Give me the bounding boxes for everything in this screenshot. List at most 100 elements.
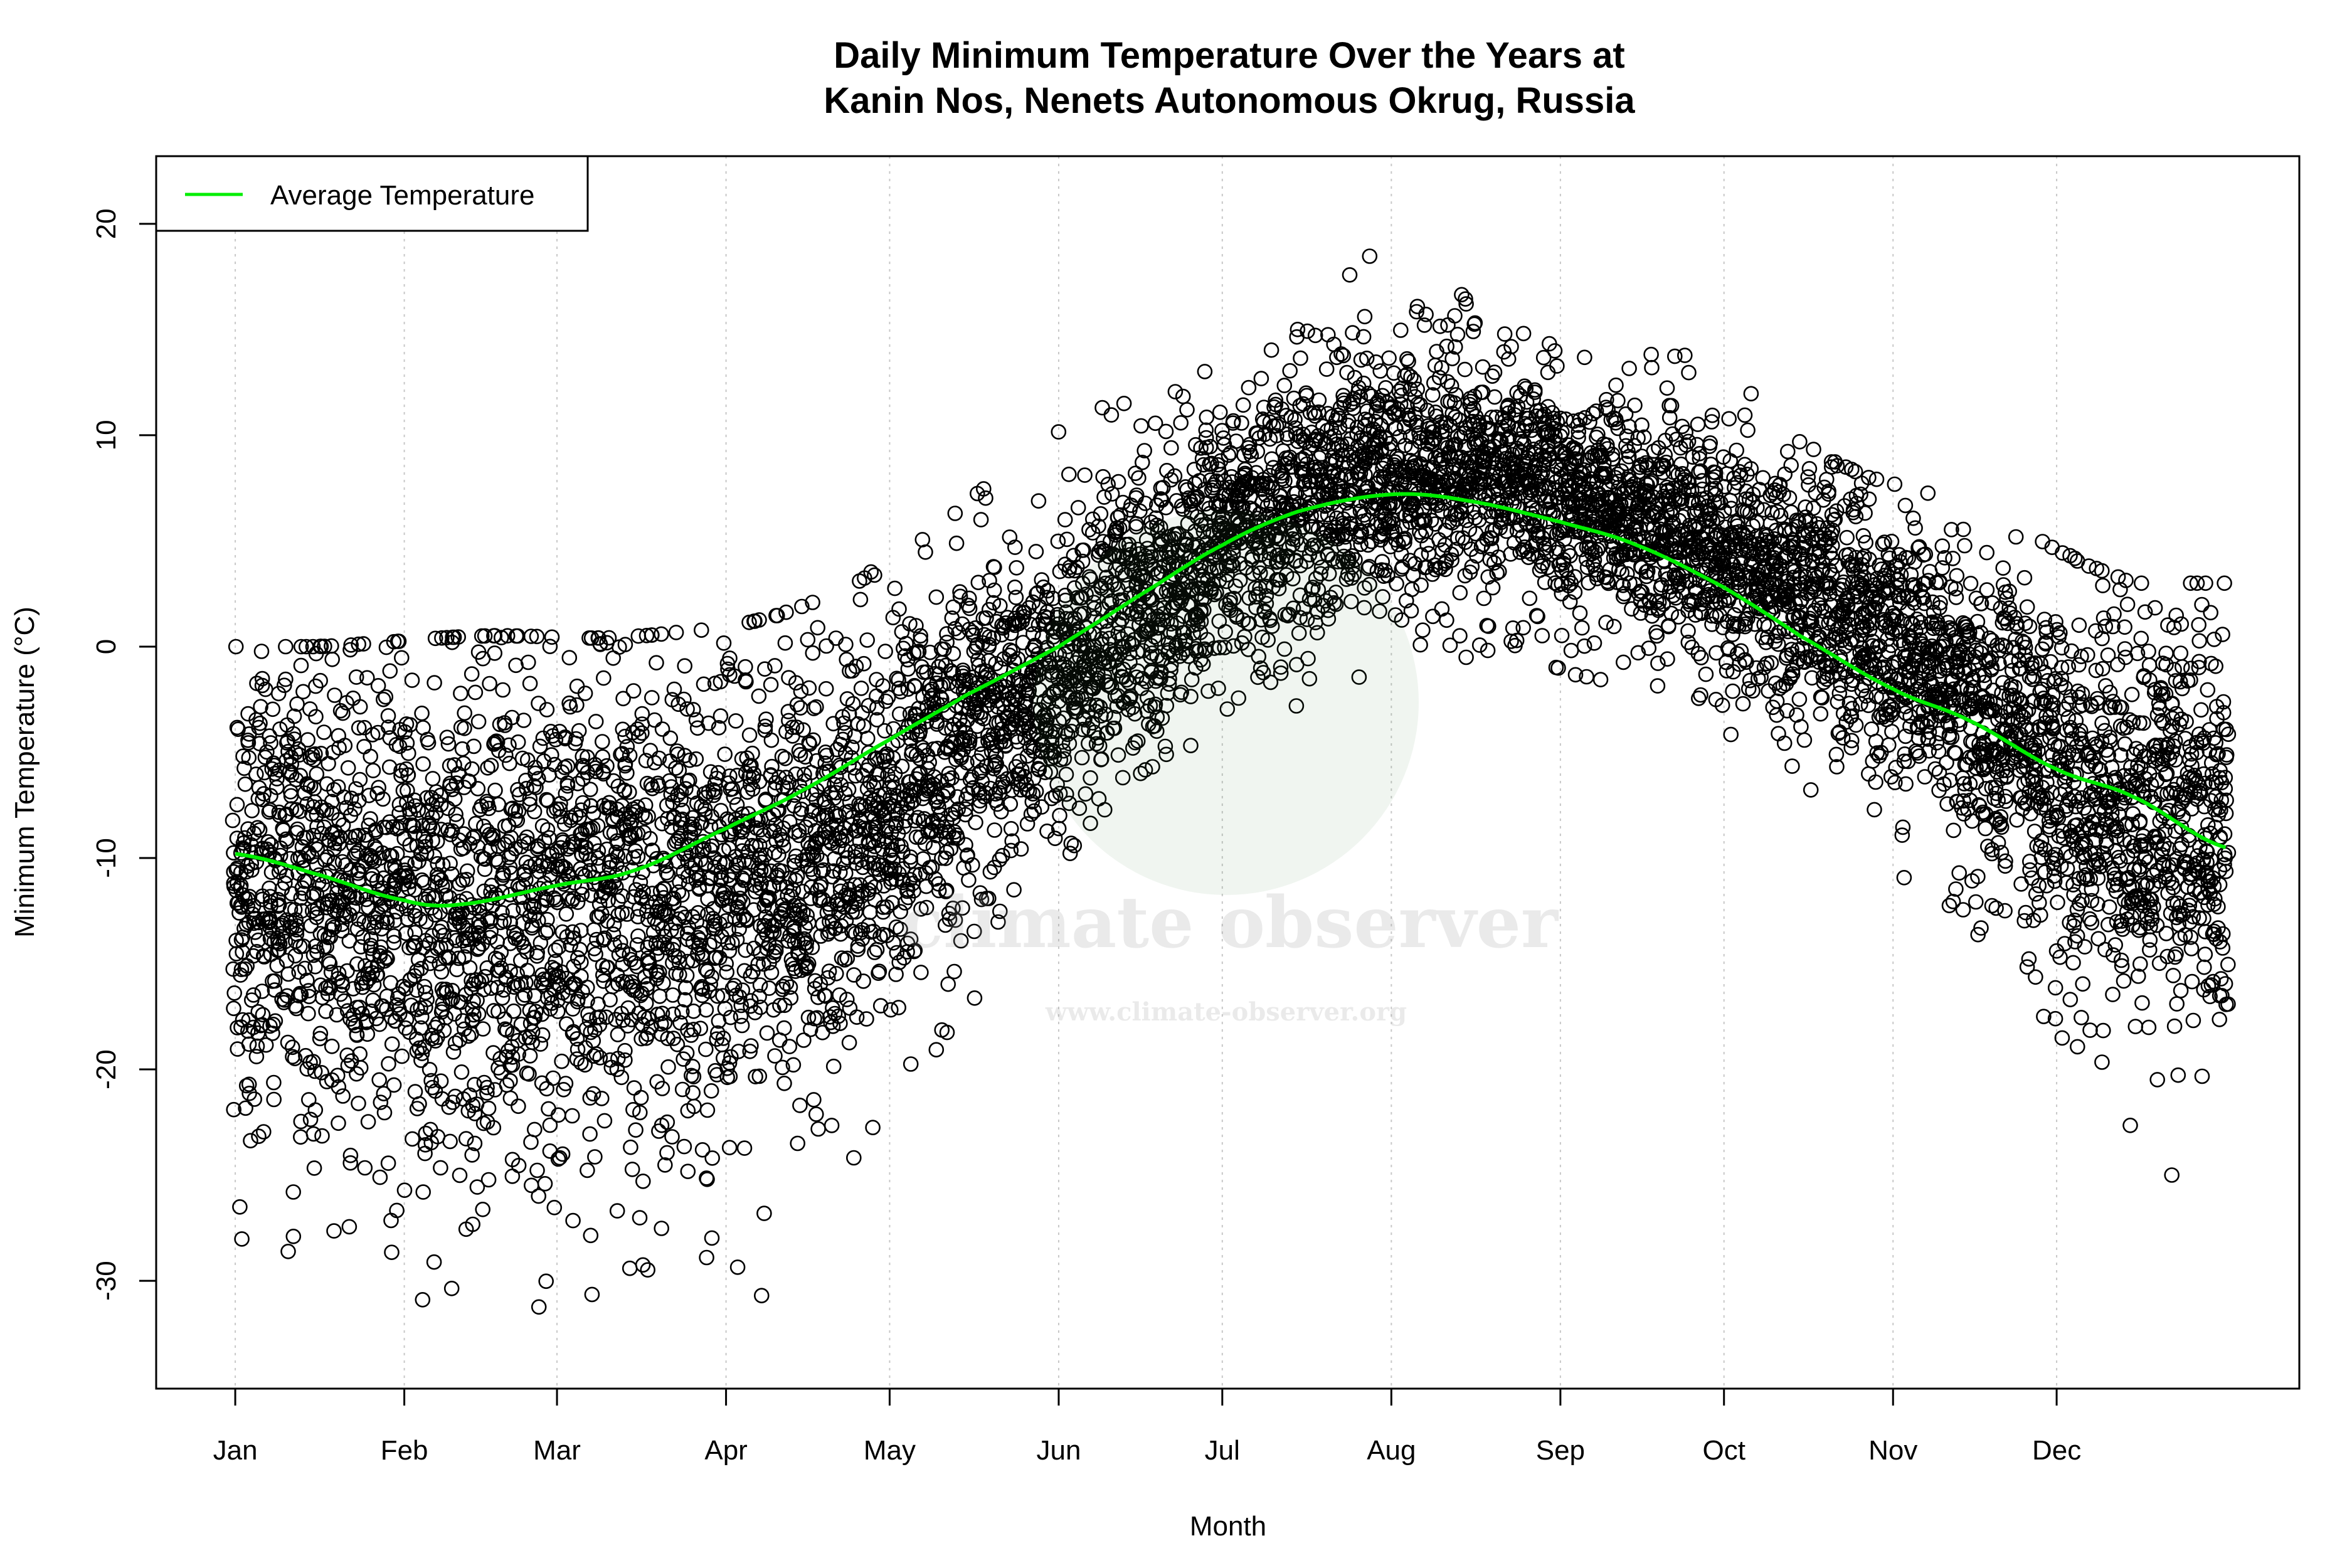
data-point	[1403, 603, 1419, 619]
data-point	[818, 638, 834, 654]
data-point	[829, 966, 844, 982]
data-point	[568, 807, 584, 823]
data-point	[1915, 590, 1931, 606]
data-point	[401, 940, 417, 956]
data-point	[1002, 796, 1019, 812]
data-point	[2124, 687, 2140, 702]
data-point	[343, 790, 359, 807]
data-point	[2016, 776, 2032, 792]
data-point	[1077, 712, 1093, 728]
data-point	[1282, 363, 1298, 379]
data-point	[1542, 336, 1557, 352]
data-point	[928, 1042, 945, 1057]
data-point	[1948, 881, 1964, 897]
data-point	[2009, 812, 2025, 828]
data-point	[1034, 799, 1050, 815]
data-point	[1863, 721, 1880, 737]
data-point	[2100, 647, 2116, 663]
data-point	[415, 1292, 431, 1308]
data-point	[335, 705, 351, 721]
data-point	[635, 864, 650, 881]
data-point	[1295, 432, 1311, 448]
data-point	[1271, 547, 1287, 563]
data-point	[961, 872, 977, 888]
data-point	[1057, 646, 1073, 662]
data-point	[2173, 616, 2190, 632]
data-point	[236, 760, 252, 776]
data-point	[1266, 460, 1281, 475]
data-point	[1618, 406, 1634, 422]
data-point	[877, 723, 893, 739]
data-point	[839, 950, 856, 967]
data-point	[514, 935, 530, 950]
data-point	[263, 735, 278, 751]
data-point	[1219, 701, 1236, 717]
data-point	[300, 1092, 317, 1108]
data-point	[723, 1049, 739, 1065]
data-point	[1277, 473, 1293, 489]
data-point	[727, 910, 743, 926]
data-point	[1997, 903, 2013, 919]
data-point	[995, 847, 1010, 864]
data-point	[440, 736, 457, 752]
data-point	[569, 678, 585, 694]
data-point	[948, 751, 964, 768]
data-point	[619, 765, 635, 781]
data-point	[758, 711, 774, 727]
data-point	[817, 755, 833, 771]
chart-title-line1: Daily Minimum Temperature Over the Years…	[834, 35, 1624, 76]
data-point	[709, 1031, 724, 1047]
data-point	[356, 739, 372, 755]
data-point	[1677, 347, 1693, 363]
data-point	[694, 622, 709, 638]
data-point	[474, 798, 489, 814]
data-point	[1335, 347, 1352, 364]
data-point	[635, 1173, 651, 1189]
data-point	[1661, 410, 1678, 426]
data-point	[659, 1145, 675, 1161]
data-point	[2069, 928, 2085, 944]
data-point	[2110, 569, 2126, 585]
data-point	[2026, 668, 2042, 684]
data-point	[2131, 968, 2146, 984]
data-point	[415, 1184, 432, 1200]
data-point	[1345, 325, 1360, 341]
data-point	[427, 630, 443, 647]
data-point	[1450, 530, 1466, 546]
data-point	[867, 567, 882, 583]
data-point	[891, 955, 907, 970]
data-point	[462, 960, 478, 976]
data-point	[376, 1104, 393, 1121]
data-point	[2025, 671, 2040, 687]
data-point	[986, 761, 1002, 776]
data-point	[345, 981, 361, 997]
data-point	[763, 732, 780, 748]
data-point	[1813, 689, 1829, 705]
data-point	[1413, 577, 1429, 593]
data-point	[467, 684, 484, 701]
data-point	[453, 1064, 470, 1080]
data-point	[588, 946, 603, 962]
data-point	[1276, 641, 1293, 657]
data-point	[241, 1086, 257, 1101]
data-point	[2082, 871, 2098, 887]
data-point	[1227, 578, 1244, 595]
data-point	[1956, 776, 1973, 792]
data-point	[1829, 759, 1845, 775]
data-point	[1941, 898, 1957, 914]
data-point	[1212, 404, 1228, 420]
data-point	[1624, 601, 1640, 617]
data-point	[351, 862, 367, 879]
data-point	[698, 1041, 714, 1057]
data-point	[2117, 619, 2132, 635]
data-point	[652, 988, 668, 1004]
data-point	[2047, 980, 2063, 996]
data-point	[2107, 937, 2123, 953]
data-point	[434, 630, 450, 646]
data-point	[564, 1108, 580, 1124]
data-point	[1655, 465, 1671, 480]
data-point	[810, 1121, 826, 1137]
data-point	[1586, 635, 1602, 651]
data-point	[280, 1244, 296, 1259]
